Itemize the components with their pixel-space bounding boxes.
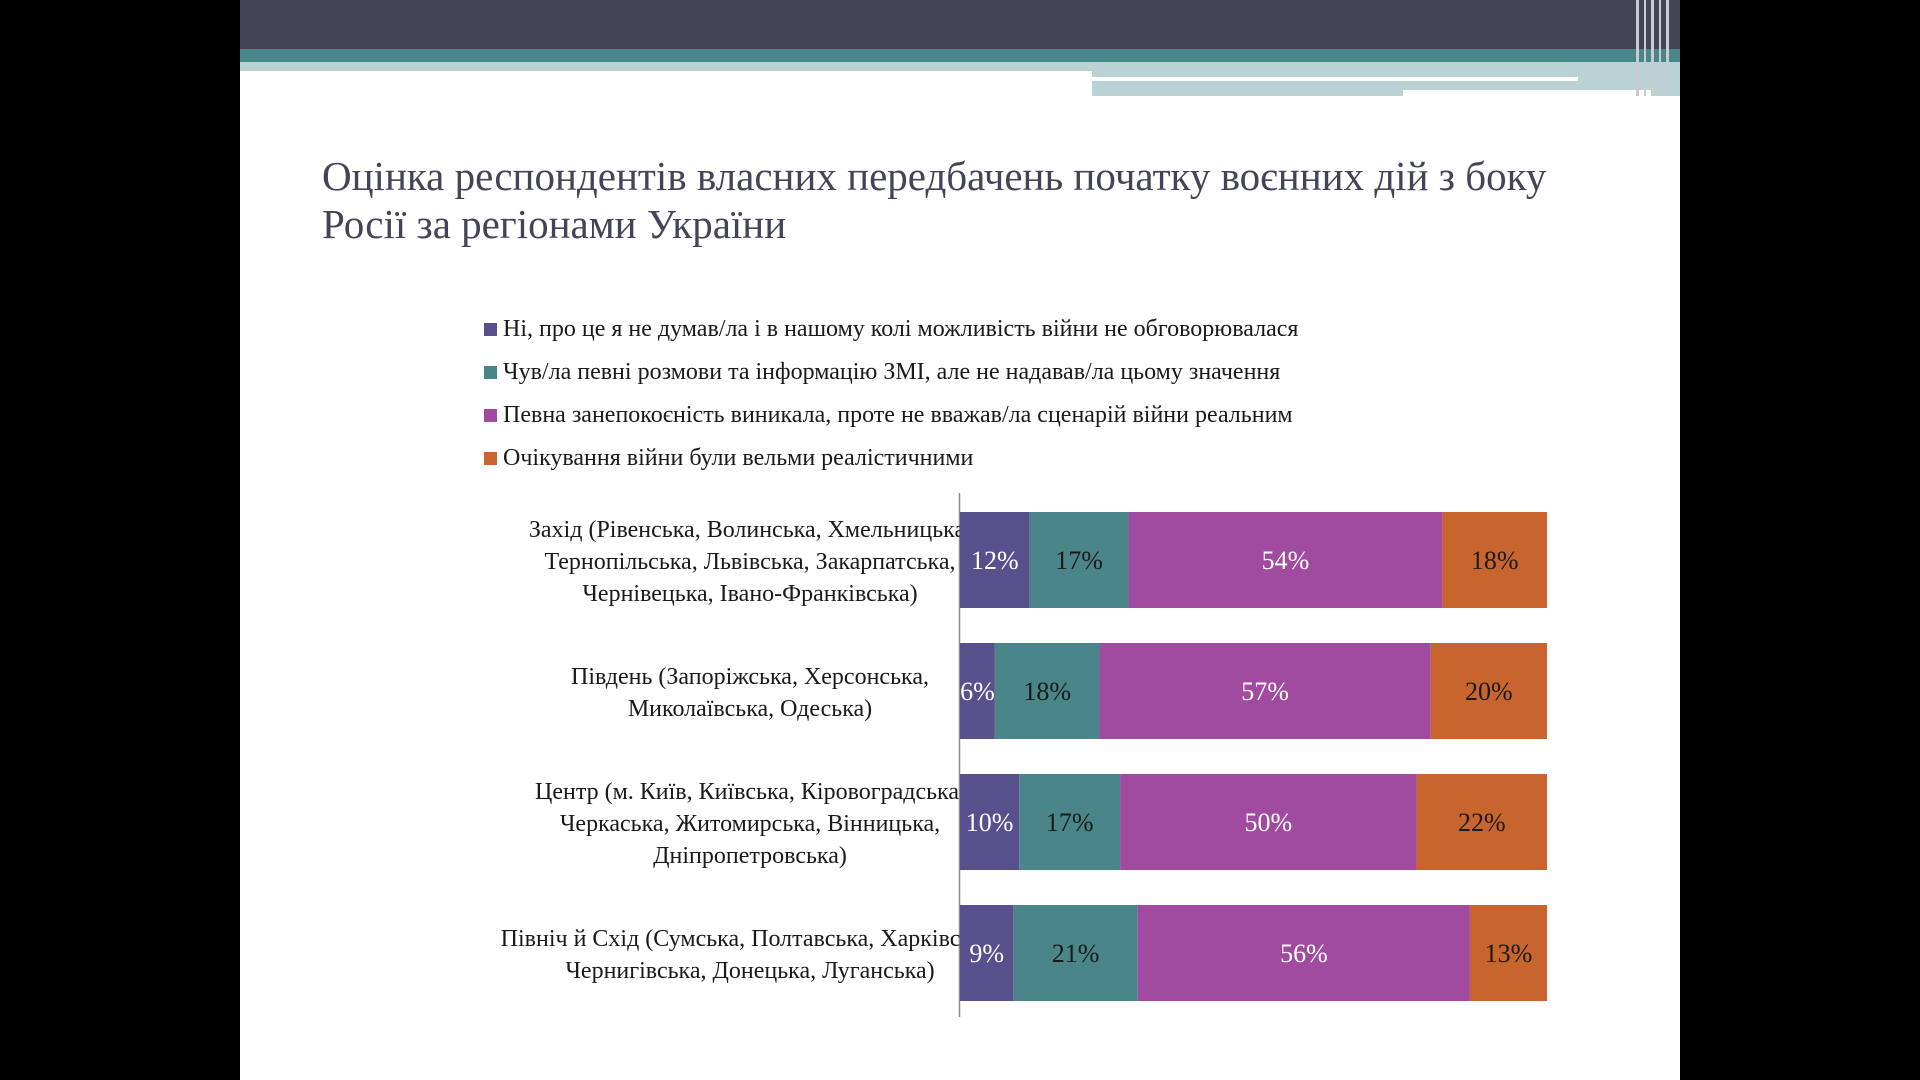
header-stripe (1659, 0, 1661, 96)
data-label: 17% (1046, 808, 1094, 837)
data-label: 6% (960, 677, 995, 706)
data-label: 22% (1458, 808, 1506, 837)
stacked-bar-chart: Захід (Рівенська, Волинська, Хмельницька… (501, 493, 1547, 1017)
data-label: 56% (1280, 939, 1328, 968)
legend-swatch (484, 366, 497, 379)
bar-segment (994, 643, 1100, 739)
bar-segment (1019, 774, 1121, 870)
legend-item: Чув/ла певні розмови та інформацію ЗМІ, … (484, 351, 1584, 394)
slide-title: Оцінка респондентів власних передбачень … (322, 153, 1547, 247)
header-band-light (240, 62, 1092, 71)
data-label: 50% (1244, 808, 1292, 837)
legend-item: Очікування війни були вельми реалістични… (484, 437, 1584, 480)
legend-swatch (484, 452, 497, 465)
category-label: Захід (Рівенська, Волинська, Хмельницька… (529, 517, 971, 607)
legend-label: Ні, про це я не думав/ла і в нашому колі… (503, 316, 1299, 342)
category-label: Південь (Запоріжська, Херсонська, Миколаї… (571, 664, 929, 722)
data-label: 57% (1241, 677, 1289, 706)
data-label: 20% (1465, 677, 1513, 706)
category-label: Північ й Схід (Сумська, Полтавська, Харк… (501, 926, 1000, 984)
header-band-dark (240, 0, 1680, 49)
header-accent-line (1403, 90, 1651, 96)
data-label: 17% (1055, 546, 1103, 575)
legend-swatch (484, 323, 497, 336)
bar-segment (1013, 905, 1138, 1001)
bar-segment (1469, 905, 1547, 1001)
legend-label: Очікування війни були вельми реалістични… (503, 445, 974, 471)
bar-segment (1120, 774, 1417, 870)
bar-segment (960, 774, 1020, 870)
header-accent-line (1092, 77, 1578, 81)
header-stripe (1651, 0, 1654, 96)
chart-legend: Ні, про це я не думав/ла і в нашому колі… (484, 308, 1584, 480)
legend-item: Ні, про це я не думав/ла і в нашому колі… (484, 308, 1584, 351)
bar-segment (960, 512, 1030, 608)
legend-label: Певна занепокоєність виникала, проте не … (503, 402, 1293, 428)
legend-swatch (484, 409, 497, 422)
bar-segment (1029, 512, 1129, 608)
bar-segment (1137, 905, 1470, 1001)
bar-segment (960, 905, 1014, 1001)
header-stripe (1636, 0, 1639, 96)
bar-segment (1128, 512, 1443, 608)
data-label: 18% (1023, 677, 1071, 706)
category-label: Центр (м. Київ, Київська, Кіровоградська… (535, 779, 965, 869)
bar-segment (1099, 643, 1431, 739)
header-stripe (1644, 0, 1646, 96)
bar-segment (960, 643, 995, 739)
data-label: 18% (1471, 546, 1519, 575)
data-label: 9% (969, 939, 1004, 968)
slide: Оцінка респондентів власних передбачень … (240, 0, 1680, 1080)
data-label: 13% (1485, 939, 1533, 968)
data-label: 54% (1262, 546, 1310, 575)
bar-segment (1430, 643, 1547, 739)
data-label: 10% (966, 808, 1014, 837)
legend-item: Певна занепокоєність виникала, проте не … (484, 394, 1584, 437)
bar-segment (1442, 512, 1547, 608)
bar-segment (1416, 774, 1547, 870)
header-stripe (1666, 0, 1669, 96)
header-band-teal (240, 49, 1680, 62)
data-label: 21% (1052, 939, 1100, 968)
legend-label: Чув/ла певні розмови та інформацію ЗМІ, … (503, 359, 1281, 385)
data-label: 12% (971, 546, 1019, 575)
